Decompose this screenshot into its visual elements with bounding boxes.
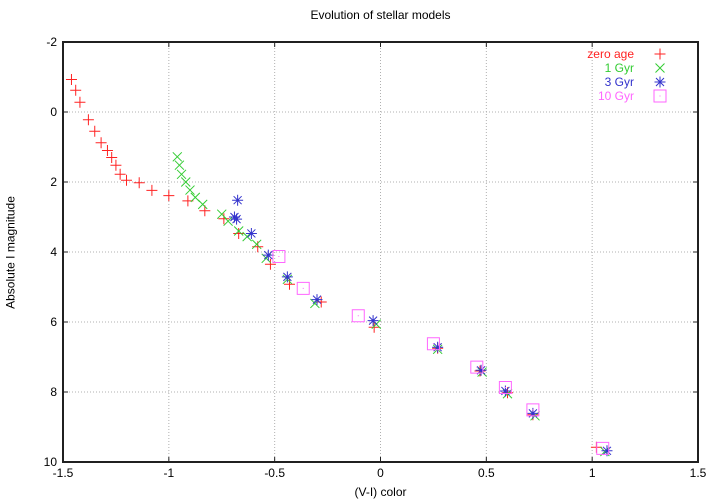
data-point [296, 281, 310, 295]
data-point [251, 239, 262, 250]
data-point [262, 249, 274, 261]
data-point [596, 441, 610, 455]
x-tick-label: -0.5 [264, 466, 285, 480]
data-point [218, 213, 230, 225]
data-point [601, 445, 613, 457]
series-3-gyr [228, 194, 613, 457]
data-point [231, 213, 243, 225]
plot-border [62, 41, 699, 463]
data-point [232, 194, 244, 206]
legend-label: 10 Gyr [597, 89, 634, 103]
x-tick-label: 1.5 [689, 466, 707, 480]
y-tick-label: 6 [50, 315, 57, 329]
x-axis-label: (V-I) color [354, 485, 407, 499]
data-point [283, 278, 295, 290]
legend-item-3-gyr: 3 Gyr [420, 75, 672, 89]
data-point [233, 227, 245, 239]
y-tick-label: -2 [46, 35, 57, 49]
data-point [245, 227, 257, 239]
data-point [163, 190, 175, 202]
data-point [114, 168, 126, 180]
x-tick-label: 1 [588, 466, 596, 480]
data-point [74, 96, 86, 108]
data-point [185, 185, 195, 195]
data-point [272, 250, 286, 264]
data-point [498, 380, 512, 394]
data-point [197, 199, 208, 210]
data-point [172, 151, 183, 162]
data-point [121, 174, 132, 186]
data-point [526, 403, 540, 417]
data-point [315, 296, 327, 308]
asterisk-marker-icon [654, 76, 666, 88]
legend-item-10-gyr: 10 Gyr [420, 89, 672, 103]
y-tick-label: 8 [50, 385, 57, 399]
data-point [95, 137, 107, 149]
legend-item-zero-age: zero age [420, 47, 672, 61]
data-point [110, 159, 122, 171]
data-point [432, 341, 444, 353]
data-point [368, 321, 380, 333]
data-point [351, 309, 365, 323]
series-zero-age [65, 73, 602, 453]
data-point [527, 407, 539, 419]
square-marker-icon [653, 89, 667, 103]
legend-label: zero age [587, 47, 634, 61]
x-tick-label: 0 [377, 466, 384, 480]
data-point [475, 364, 487, 376]
legend-label: 1 Gyr [604, 61, 634, 75]
data-point [311, 294, 323, 306]
data-point [89, 125, 101, 137]
legend-item-1-gyr: 1 Gyr [420, 61, 672, 75]
data-point [101, 145, 113, 156]
data-point [264, 258, 276, 270]
data-point [223, 216, 233, 227]
plus-marker-icon [654, 48, 666, 60]
x-tick-label: 0.5 [477, 466, 495, 480]
data-point [174, 160, 185, 171]
series-10-gyr [272, 250, 610, 455]
y-tick-label: 2 [50, 175, 57, 189]
x-tick-label: -1.5 [52, 466, 74, 480]
data-point [233, 226, 244, 236]
data-point [146, 184, 158, 196]
data-point [133, 177, 145, 189]
series-1-gyr [172, 151, 610, 457]
data-point [65, 73, 77, 85]
x-tick-label: -1 [163, 466, 175, 480]
data-point [82, 114, 94, 126]
chart-title: Evolution of stellar models [310, 8, 451, 22]
y-tick-label: 4 [50, 245, 57, 259]
data-point [176, 169, 187, 180]
data-point [106, 152, 118, 163]
data-point [470, 360, 484, 374]
y-tick-label: 0 [50, 105, 57, 119]
data-point [499, 385, 511, 397]
data-point [70, 84, 82, 96]
legend-label: 3 Gyr [604, 75, 634, 89]
data-point [281, 271, 293, 283]
data-point [180, 177, 191, 187]
cross-marker-icon [655, 63, 665, 73]
data-point [367, 315, 379, 327]
data-point [426, 337, 440, 351]
y-tick-label: 10 [43, 455, 57, 469]
